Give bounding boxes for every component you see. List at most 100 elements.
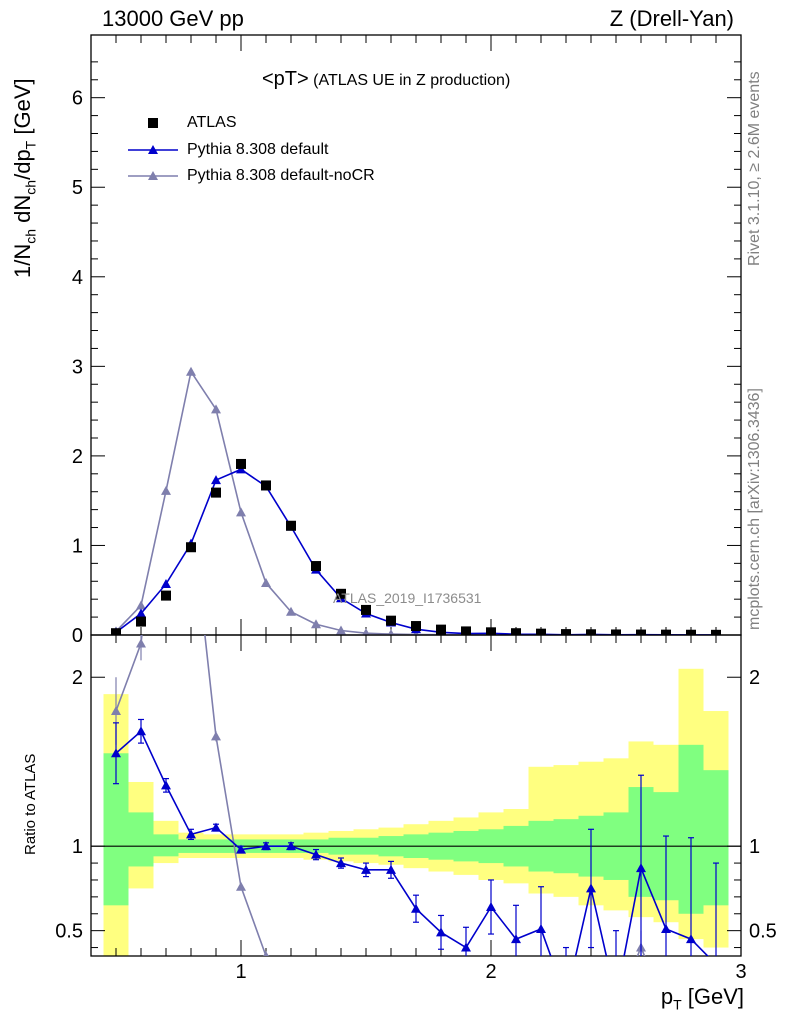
legend-marker-nocr: [148, 171, 158, 180]
ratio-marker-nocr: [336, 993, 346, 1002]
band-inner-bin: [128, 812, 154, 867]
ratio-marker-default: [561, 993, 571, 1002]
marker-atlas: [511, 628, 521, 635]
marker-atlas: [111, 628, 121, 635]
x-axis-label: pT [GeV]: [661, 984, 744, 1012]
legend-label-atlas: ATLAS: [187, 114, 237, 131]
ratio-y-tick-label-right: 2: [749, 667, 760, 689]
mcplots-reference-label: mcplots.cern.ch [arXiv:1306.3436]: [746, 388, 763, 630]
plot-subtitle: (ATLAS UE in Z production): [313, 72, 511, 89]
marker-atlas: [361, 604, 371, 615]
marker-atlas: [536, 628, 546, 635]
marker-nocr: [136, 600, 146, 610]
marker-nocr: [186, 366, 196, 376]
header-collision-label: 13000 GeV pp: [102, 6, 244, 31]
ylabel-sub-3: T: [22, 140, 39, 150]
legend-marker-default: [148, 145, 158, 154]
ratio-marker-nocr: [561, 1002, 571, 1011]
marker-nocr: [161, 485, 171, 495]
marker-default: [161, 578, 171, 588]
ratio-marker-nocr: [263, 951, 269, 956]
marker-default: [136, 608, 146, 618]
marker-nocr: [211, 404, 221, 414]
ratio-marker-nocr: [386, 1002, 396, 1011]
legend-marker-atlas: [148, 118, 158, 128]
ratio-marker-nocr: [136, 638, 146, 648]
main-y-tick-label: 3: [72, 356, 83, 378]
marker-default: [211, 475, 221, 485]
xlabel-sub: T: [673, 996, 682, 1013]
marker-atlas: [161, 590, 171, 601]
marker-atlas: [636, 629, 646, 635]
marker-atlas: [661, 629, 671, 635]
ylabel-sub-2: ch: [22, 179, 39, 195]
ratio-y-axis-label: Ratio to ATLAS: [22, 753, 39, 855]
ratio-marker-default: [586, 883, 596, 893]
rivet-version-label: Rivet 3.1.10, ≥ 2.6M events: [746, 71, 763, 266]
series-line-default: [115, 468, 716, 635]
ratio-marker-default: [111, 748, 121, 758]
ratio-marker-nocr: [186, 503, 196, 512]
main-y-tick-label: 4: [72, 267, 83, 289]
ratio-marker-nocr: [111, 706, 121, 716]
ratio-marker-default: [661, 923, 671, 933]
ratio-marker-default: [411, 903, 421, 913]
ratio-marker-default: [336, 858, 346, 868]
ratio-marker-default: [536, 923, 546, 933]
ratio-y-tick-label-right: 0.5: [749, 921, 777, 943]
marker-atlas: [436, 624, 446, 635]
band-inner-bin: [153, 834, 179, 857]
marker-atlas: [711, 629, 721, 635]
marker-atlas: [461, 626, 471, 635]
ratio-marker-default: [261, 841, 271, 851]
plot-title-group: <pT> (ATLAS UE in Z production): [262, 68, 510, 91]
ratio-marker-default: [161, 780, 171, 790]
main-y-tick-label: 1: [72, 535, 83, 557]
marker-atlas: [186, 542, 196, 553]
marker-atlas: [586, 629, 596, 635]
ratio-marker-nocr: [536, 1002, 546, 1011]
ratio-y-tick-label: 1: [72, 836, 83, 858]
marker-nocr: [286, 606, 296, 616]
ratio-panel: 1 2 30.5 0.51 12 2: [55, 503, 777, 1011]
ratio-marker-default: [611, 993, 621, 1002]
ratio-marker-default: [686, 934, 696, 944]
marker-nocr: [261, 578, 271, 588]
x-tick-label: 3: [735, 961, 746, 983]
ratio-marker-default: [361, 864, 371, 874]
ratio-marker-default: [711, 959, 721, 968]
ratio-marker-default: [461, 942, 471, 952]
marker-atlas: [386, 615, 396, 626]
marker-nocr: [336, 625, 346, 635]
main-series-group: [111, 366, 721, 635]
ratio-marker-nocr: [436, 1002, 446, 1011]
ratio-marker-nocr: [361, 997, 371, 1006]
ylabel-part-1: 1/N: [10, 243, 35, 278]
ratio-marker-default: [236, 844, 246, 854]
main-y-axis-label: 1/Nch dNch/dpT [GeV]: [10, 78, 38, 278]
ratio-marker-nocr: [211, 731, 221, 741]
ratio-marker-default: [636, 863, 646, 873]
ratio-marker-nocr: [411, 1002, 421, 1011]
main-y-tick-label: 6: [72, 88, 83, 110]
ratio-marker-default: [286, 841, 296, 851]
main-y-tick-label: 5: [72, 177, 83, 199]
marker-nocr: [387, 629, 395, 635]
ratio-marker-nocr: [286, 975, 296, 984]
marker-atlas: [261, 480, 271, 491]
plot-title: <pT>: [262, 68, 309, 90]
marker-atlas: [686, 629, 696, 635]
ratio-marker-default: [136, 726, 146, 736]
marker-atlas: [136, 616, 146, 627]
marker-atlas: [561, 629, 571, 635]
ratio-marker-default: [211, 822, 221, 832]
ratio-marker-nocr: [311, 985, 321, 994]
ratio-marker-default: [511, 934, 521, 944]
ratio-y-tick-label: 0.5: [55, 921, 83, 943]
main-y-tick-label: 2: [72, 446, 83, 468]
main-y-tick-label: 0: [72, 625, 83, 647]
ylabel-part-3: /dp: [10, 149, 35, 180]
marker-nocr: [362, 628, 370, 635]
ylabel-part-4: [GeV]: [10, 78, 35, 141]
